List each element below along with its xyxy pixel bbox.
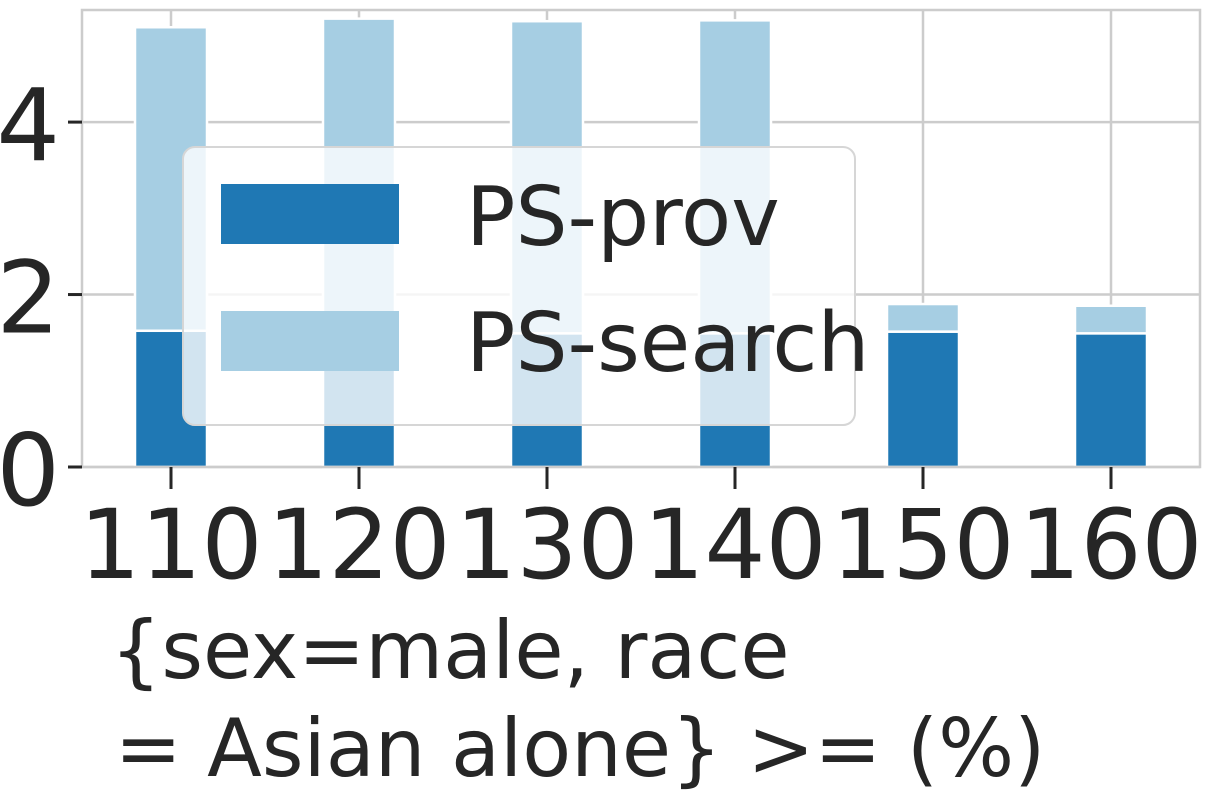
x-tick-label: 160: [1019, 489, 1202, 601]
bar-ps-prov-150: [885, 330, 961, 469]
plot-frame: [80, 8, 1202, 469]
x-tick-label: 150: [831, 489, 1014, 601]
x-tick-label: 130: [455, 489, 638, 601]
legend-swatch-ps-prov: [221, 184, 399, 244]
legend: PS-prov PS-search: [182, 146, 869, 426]
x-tick-label: 140: [643, 489, 826, 601]
x-axis-label-line-2: = Asian alone} >= (%): [115, 702, 1046, 795]
legend-label-ps-search: PS-search: [466, 296, 869, 391]
y-tick-label: 2: [0, 240, 60, 357]
y-tick-label: 4: [0, 67, 60, 184]
legend-label-ps-prov: PS-prov: [466, 170, 780, 265]
legend-swatch-ps-search: [221, 311, 399, 371]
axis-ticks: 0 2 4 110 120 130 140 150 160: [0, 67, 1203, 601]
bar-ps-search-160: [1073, 304, 1149, 335]
x-tick-label: 110: [79, 489, 262, 601]
bar-ps-search-150: [885, 302, 961, 333]
x-axis-label-line-1: {sex=male, race: [110, 604, 789, 697]
bar-ps-prov-160: [1073, 332, 1149, 469]
x-tick-label: 120: [267, 489, 450, 601]
y-tick-label: 0: [0, 412, 60, 529]
